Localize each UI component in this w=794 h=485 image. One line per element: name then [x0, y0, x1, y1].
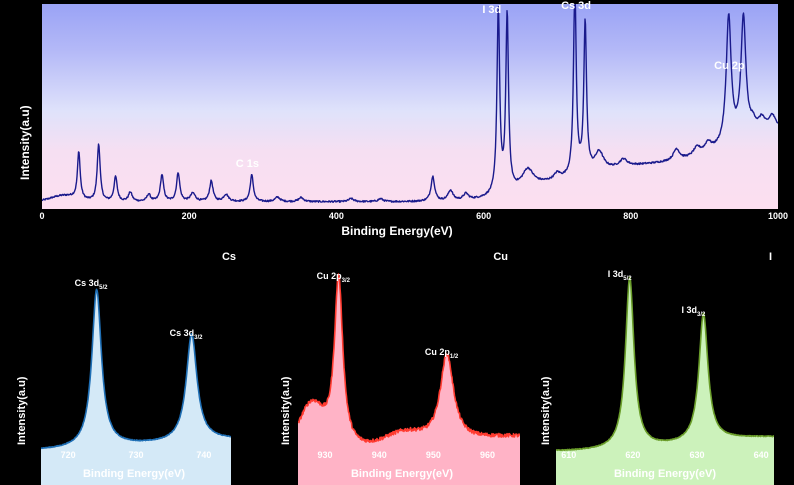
cs-curve	[41, 288, 231, 485]
survey-x-tick: 1000	[767, 211, 789, 221]
cs-x-axis-label: Binding Energy(eV)	[82, 468, 186, 480]
cu-curve	[298, 273, 520, 485]
iodine-detail-panel: Intensity(a.u) Binding Energy(eV) I 610 6…	[536, 245, 794, 485]
iodine-y-axis-label: Intensity(a.u)	[540, 376, 552, 445]
i-x-tick: 630	[689, 450, 705, 460]
i-x-tick: 640	[753, 450, 769, 460]
cu-x-tick: 930	[317, 450, 333, 460]
i-x-tick: 610	[561, 450, 577, 460]
survey-x-tick: 0	[39, 211, 45, 221]
cu-plot-area	[298, 263, 520, 485]
survey-x-tick: 200	[181, 211, 197, 221]
cu-x-tick: 960	[479, 450, 496, 460]
survey-peak-label: Cs 3d	[561, 0, 592, 13]
cs-x-tick: 730	[128, 450, 144, 460]
cu-y-axis-label: Intensity(a.u)	[280, 376, 292, 445]
survey-peak-label: I 3d	[482, 4, 502, 17]
i-peak-label: I 3d5/2	[607, 268, 632, 282]
i-x-tick: 620	[625, 450, 641, 460]
iodine-element-label: I	[768, 251, 772, 263]
cu-x-axis-label: Binding Energy(eV)	[350, 468, 454, 480]
survey-x-tick: 600	[476, 211, 492, 221]
iodine-x-axis-label: Binding Energy(eV)	[613, 468, 717, 480]
cu-element-label: Cu	[493, 251, 508, 263]
cs-x-tick: 720	[60, 450, 76, 460]
survey-curve-wrap	[41, 0, 779, 209]
cs-peak-label: Cs 3d3/2	[169, 327, 203, 341]
i-peak-label: I 3d3/2	[681, 305, 706, 319]
survey-x-tick: 800	[623, 211, 639, 221]
survey-peak-label: C 1s	[235, 158, 259, 171]
survey-curve	[41, 0, 779, 204]
cs-detail-panel: Intensity(a.u) Binding Energy(eV) Cs 720…	[0, 245, 268, 485]
survey-y-axis-label: Intensity(a.u)	[18, 105, 32, 180]
cs-peak-label: Cs 3d5/2	[74, 278, 108, 291]
iodine-plot-area	[556, 263, 774, 485]
cu-x-tick: 950	[425, 450, 441, 460]
cu-peak-label: Cu 2p3/2	[316, 270, 350, 284]
iodine-curve	[556, 276, 774, 485]
cu-detail-panel: Intensity(a.u) Binding Energy(eV) Cu 930…	[268, 245, 536, 485]
cs-element-label: Cs	[221, 251, 236, 263]
cs-x-tick: 740	[196, 450, 212, 460]
cu-peak-label: Cu 2p1/2	[424, 346, 459, 360]
survey-x-tick: 400	[328, 211, 344, 221]
cu-x-tick: 940	[371, 450, 387, 460]
cs-plot-area	[41, 263, 231, 485]
survey-spectrum-panel: Intensity(a.u) Binding Energy(eV) 0 200 40…	[18, 0, 789, 238]
cs-y-axis-label: Intensity(a.u)	[16, 376, 28, 445]
survey-peak-label: Cu 2p	[714, 59, 745, 72]
survey-x-axis-label: Binding Energy(eV)	[341, 224, 453, 238]
survey-plot-area	[42, 4, 778, 209]
